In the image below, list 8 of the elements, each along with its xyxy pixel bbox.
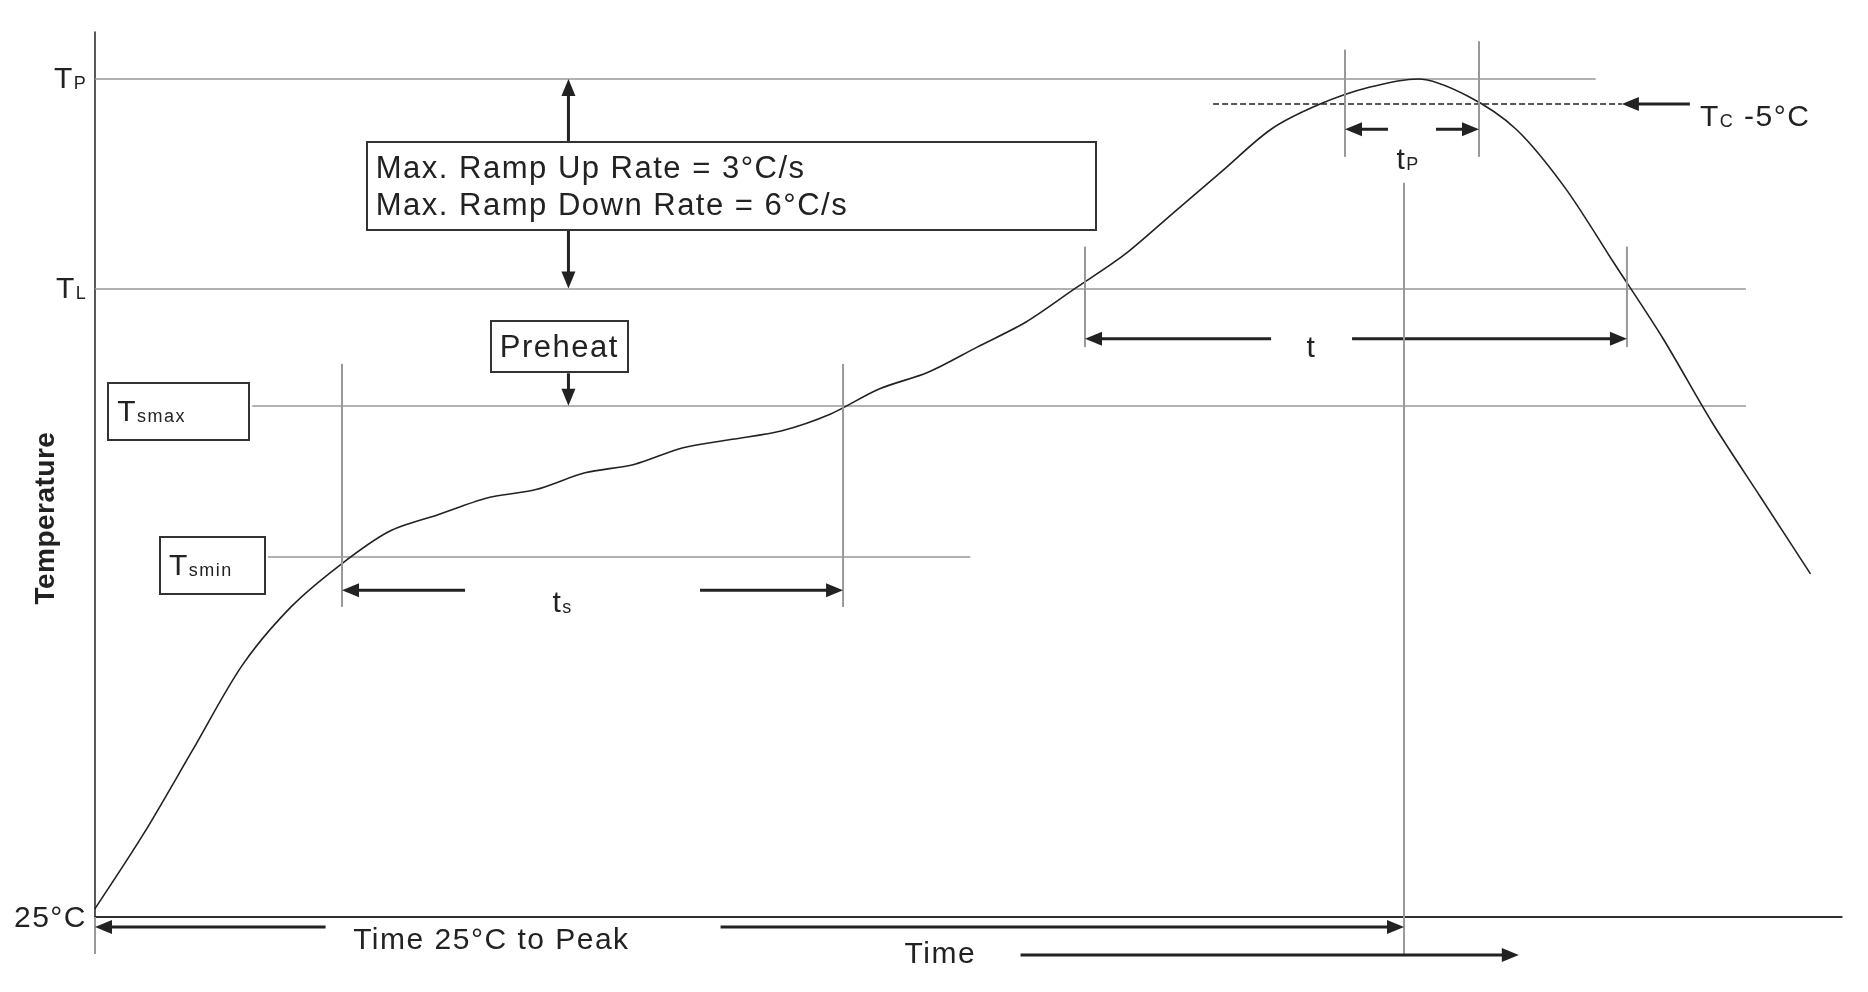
annotation: Max. Ramp Up Rate = 3°C/s — [375, 148, 807, 187]
annotation: Max. Ramp Down Rate = 6°C/s — [375, 186, 850, 224]
ref-line-label: 25°C — [14, 899, 88, 934]
annotation: t — [1306, 330, 1317, 365]
y-axis-title: Temperature — [28, 431, 61, 605]
annotation: Preheat — [499, 328, 619, 366]
x-axis-title: Time — [904, 935, 977, 970]
text: Time 25°C to Peak — [353, 921, 630, 957]
